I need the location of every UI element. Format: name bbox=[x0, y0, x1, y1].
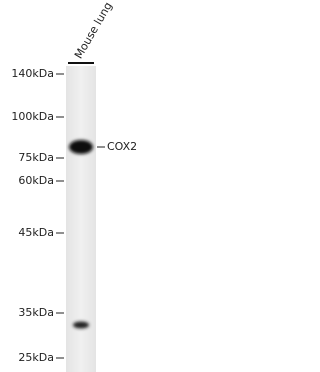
marker-label: 75kDa bbox=[18, 151, 54, 164]
band bbox=[69, 140, 93, 154]
western-blot: Mouse lung COX2 140kDa 100kDa 75kDa 60kDa 45… bbox=[11, 0, 137, 372]
marker-label: 25kDa bbox=[18, 351, 54, 364]
band bbox=[73, 321, 89, 329]
lane bbox=[66, 66, 96, 372]
marker-label: 140kDa bbox=[11, 67, 54, 80]
marker-label: 100kDa bbox=[11, 110, 54, 123]
marker-label: 45kDa bbox=[18, 226, 54, 239]
marker-label: 60kDa bbox=[18, 174, 54, 187]
band-label: COX2 bbox=[107, 140, 137, 153]
marker-label: 35kDa bbox=[18, 306, 54, 319]
marker-ladder: 140kDa 100kDa 75kDa 60kDa 45kDa 35kDa 25kDa bbox=[11, 67, 64, 364]
sample-label: Mouse lung bbox=[72, 0, 115, 61]
